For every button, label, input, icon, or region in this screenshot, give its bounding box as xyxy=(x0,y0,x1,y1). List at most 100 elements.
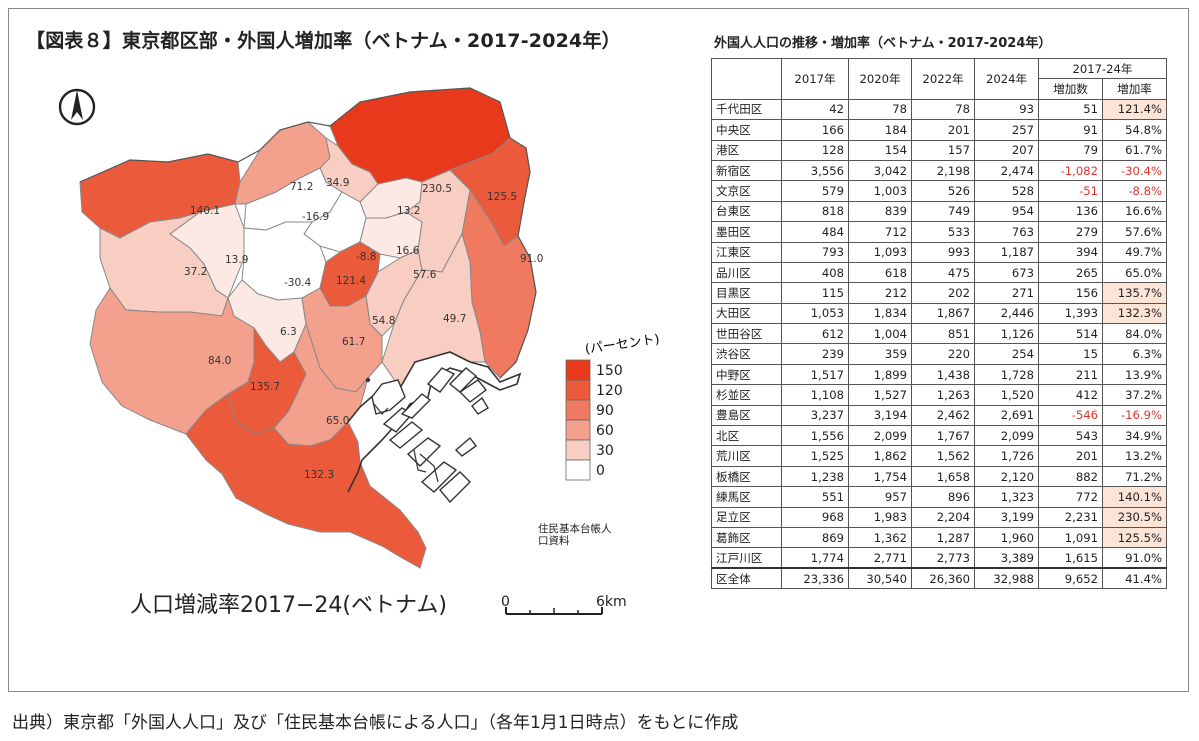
value-cell: 551 xyxy=(781,486,849,508)
map-value-label: 84.0 xyxy=(208,355,231,367)
value-cell: 1,774 xyxy=(781,547,849,569)
value-cell: 42 xyxy=(781,98,849,121)
table-row: 江戸川区 1,774 2,771 2,773 3,389 1,615 91.0% xyxy=(711,547,1167,569)
value-cell: 140.1% xyxy=(1102,486,1167,508)
table-row: 墨田区 484 712 533 763 279 57.6% xyxy=(711,221,1167,243)
value-cell: 408 xyxy=(781,261,849,284)
ward-name-cell: 葛飾区 xyxy=(711,526,782,549)
value-cell: 154 xyxy=(848,139,912,161)
source-note: 出典）東京都「外国人人口」及び「住民基本台帳による人口」（各年1月1日時点）をも… xyxy=(12,713,739,733)
value-cell: 1,517 xyxy=(781,363,849,386)
value-cell: 526 xyxy=(911,180,975,202)
value-cell: 49.7% xyxy=(1102,241,1167,263)
value-cell: 1,862 xyxy=(848,445,912,467)
value-cell: 2,099 xyxy=(974,425,1039,447)
scale-end-label: 6km xyxy=(596,594,627,610)
value-cell: 818 xyxy=(781,200,849,223)
value-cell: 128 xyxy=(781,139,849,161)
legend-level-label: 0 xyxy=(596,463,605,479)
value-cell: 839 xyxy=(848,200,912,223)
scale-bar: 0 6km xyxy=(501,594,627,615)
value-cell: 394 xyxy=(1038,241,1103,263)
value-cell: 2,474 xyxy=(974,159,1039,182)
map-value-label: 49.7 xyxy=(443,313,466,325)
table-row: 新宿区 3,556 3,042 2,198 2,474 -1,082 -30.4% xyxy=(711,159,1167,182)
table-body: 千代田区 42 78 78 93 51 121.4% 中央区 166 184 201 257 91 54.… xyxy=(711,98,1167,590)
value-cell: 1,091 xyxy=(1038,526,1103,549)
map-value-label: -16.9 xyxy=(302,211,329,223)
value-cell: 484 xyxy=(781,221,849,243)
value-cell: 34.9% xyxy=(1102,425,1167,447)
legend-title: (パーセント) xyxy=(584,332,661,357)
value-cell: -546 xyxy=(1038,404,1103,427)
value-cell: 121.4% xyxy=(1102,98,1167,121)
value-cell: 533 xyxy=(911,221,975,243)
value-cell: 157 xyxy=(911,139,975,161)
data-source-note-line2: 口資料 xyxy=(538,534,570,547)
value-cell: 475 xyxy=(911,261,975,284)
value-cell: 79 xyxy=(1038,139,1103,161)
value-cell: 61.7% xyxy=(1102,139,1167,161)
value-cell: 156 xyxy=(1038,282,1103,304)
value-cell: 13.9% xyxy=(1102,363,1167,386)
value-cell: 3,389 xyxy=(974,547,1039,569)
table-row: 杉並区 1,108 1,527 1,263 1,520 412 37.2% xyxy=(711,384,1167,406)
value-cell: 57.6% xyxy=(1102,221,1167,243)
table-row: 中央区 166 184 201 257 91 54.8% xyxy=(711,119,1167,141)
legend-swatch xyxy=(565,419,591,441)
map-value-labels: 121.4 54.8 61.7 -30.4 -8.8 16.6 57.6 49.7 65.0 13… xyxy=(184,177,543,481)
value-cell: 91.0% xyxy=(1102,547,1167,569)
map-value-label: 140.1 xyxy=(190,205,220,217)
map-outline xyxy=(79,87,537,379)
header-2017: 2017年 xyxy=(781,58,849,100)
scale-start-label: 0 xyxy=(501,594,510,610)
ward-name-cell: 江戸川区 xyxy=(711,547,782,569)
map-value-label: 34.9 xyxy=(326,177,349,189)
value-cell: 1,053 xyxy=(781,302,849,325)
value-cell: 1,726 xyxy=(974,445,1039,467)
table-row: 千代田区 42 78 78 93 51 121.4% xyxy=(711,98,1167,121)
value-cell: 2,204 xyxy=(911,506,975,528)
choropleth-map: 121.4 54.8 61.7 -30.4 -8.8 16.6 57.6 49.7 65.0 13… xyxy=(58,87,661,618)
value-cell: 2,773 xyxy=(911,547,975,569)
ward-name-cell: 文京区 xyxy=(711,180,782,202)
table-title: 外国人人口の推移・増加率（ベトナム・2017-2024年） xyxy=(714,36,1052,51)
value-cell: 2,120 xyxy=(974,465,1039,488)
value-cell: 9,652 xyxy=(1038,567,1103,590)
value-cell: 882 xyxy=(1038,465,1103,488)
value-cell: 91 xyxy=(1038,119,1103,141)
header-2024: 2024年 xyxy=(974,58,1039,100)
map-value-label: 37.2 xyxy=(184,266,207,278)
value-cell: 1,362 xyxy=(848,526,912,549)
table-row: 渋谷区 239 359 220 254 15 6.3% xyxy=(711,343,1167,365)
legend-swatch xyxy=(565,439,591,461)
value-cell: 1,834 xyxy=(848,302,912,325)
ward-name-cell: 中野区 xyxy=(711,363,782,386)
map-value-label: -30.4 xyxy=(284,277,311,289)
value-cell: 166 xyxy=(781,119,849,141)
map-value-label: 61.7 xyxy=(342,336,365,348)
value-cell: 1,525 xyxy=(781,445,849,467)
map-value-label: 71.2 xyxy=(290,181,313,193)
ward-name-cell: 千代田区 xyxy=(711,98,782,121)
value-cell: 1,004 xyxy=(848,323,912,345)
value-cell: -1,082 xyxy=(1038,159,1103,182)
value-cell: 71.2% xyxy=(1102,465,1167,488)
legend-swatch xyxy=(565,459,591,481)
table-row: 荒川区 1,525 1,862 1,562 1,726 201 13.2% xyxy=(711,445,1167,467)
value-cell: 954 xyxy=(974,200,1039,223)
ward-name-cell: 新宿区 xyxy=(711,159,782,182)
value-cell: 184 xyxy=(848,119,912,141)
value-cell: 65.0% xyxy=(1102,261,1167,284)
table-header-row: 2017年 2020年 2022年 2024年 2017-24年 xyxy=(711,57,1167,100)
value-cell: 1,754 xyxy=(848,465,912,488)
value-cell: 2,691 xyxy=(974,404,1039,427)
legend-swatch xyxy=(565,359,591,381)
map-value-label: 132.3 xyxy=(304,469,334,481)
value-cell: 543 xyxy=(1038,425,1103,447)
ward-name-cell: 足立区 xyxy=(711,506,782,528)
header-period: 2017-24年 xyxy=(1038,57,1167,80)
value-cell: 1,562 xyxy=(911,445,975,467)
value-cell: 32,988 xyxy=(974,567,1039,590)
map-value-label: 6.3 xyxy=(280,326,297,338)
